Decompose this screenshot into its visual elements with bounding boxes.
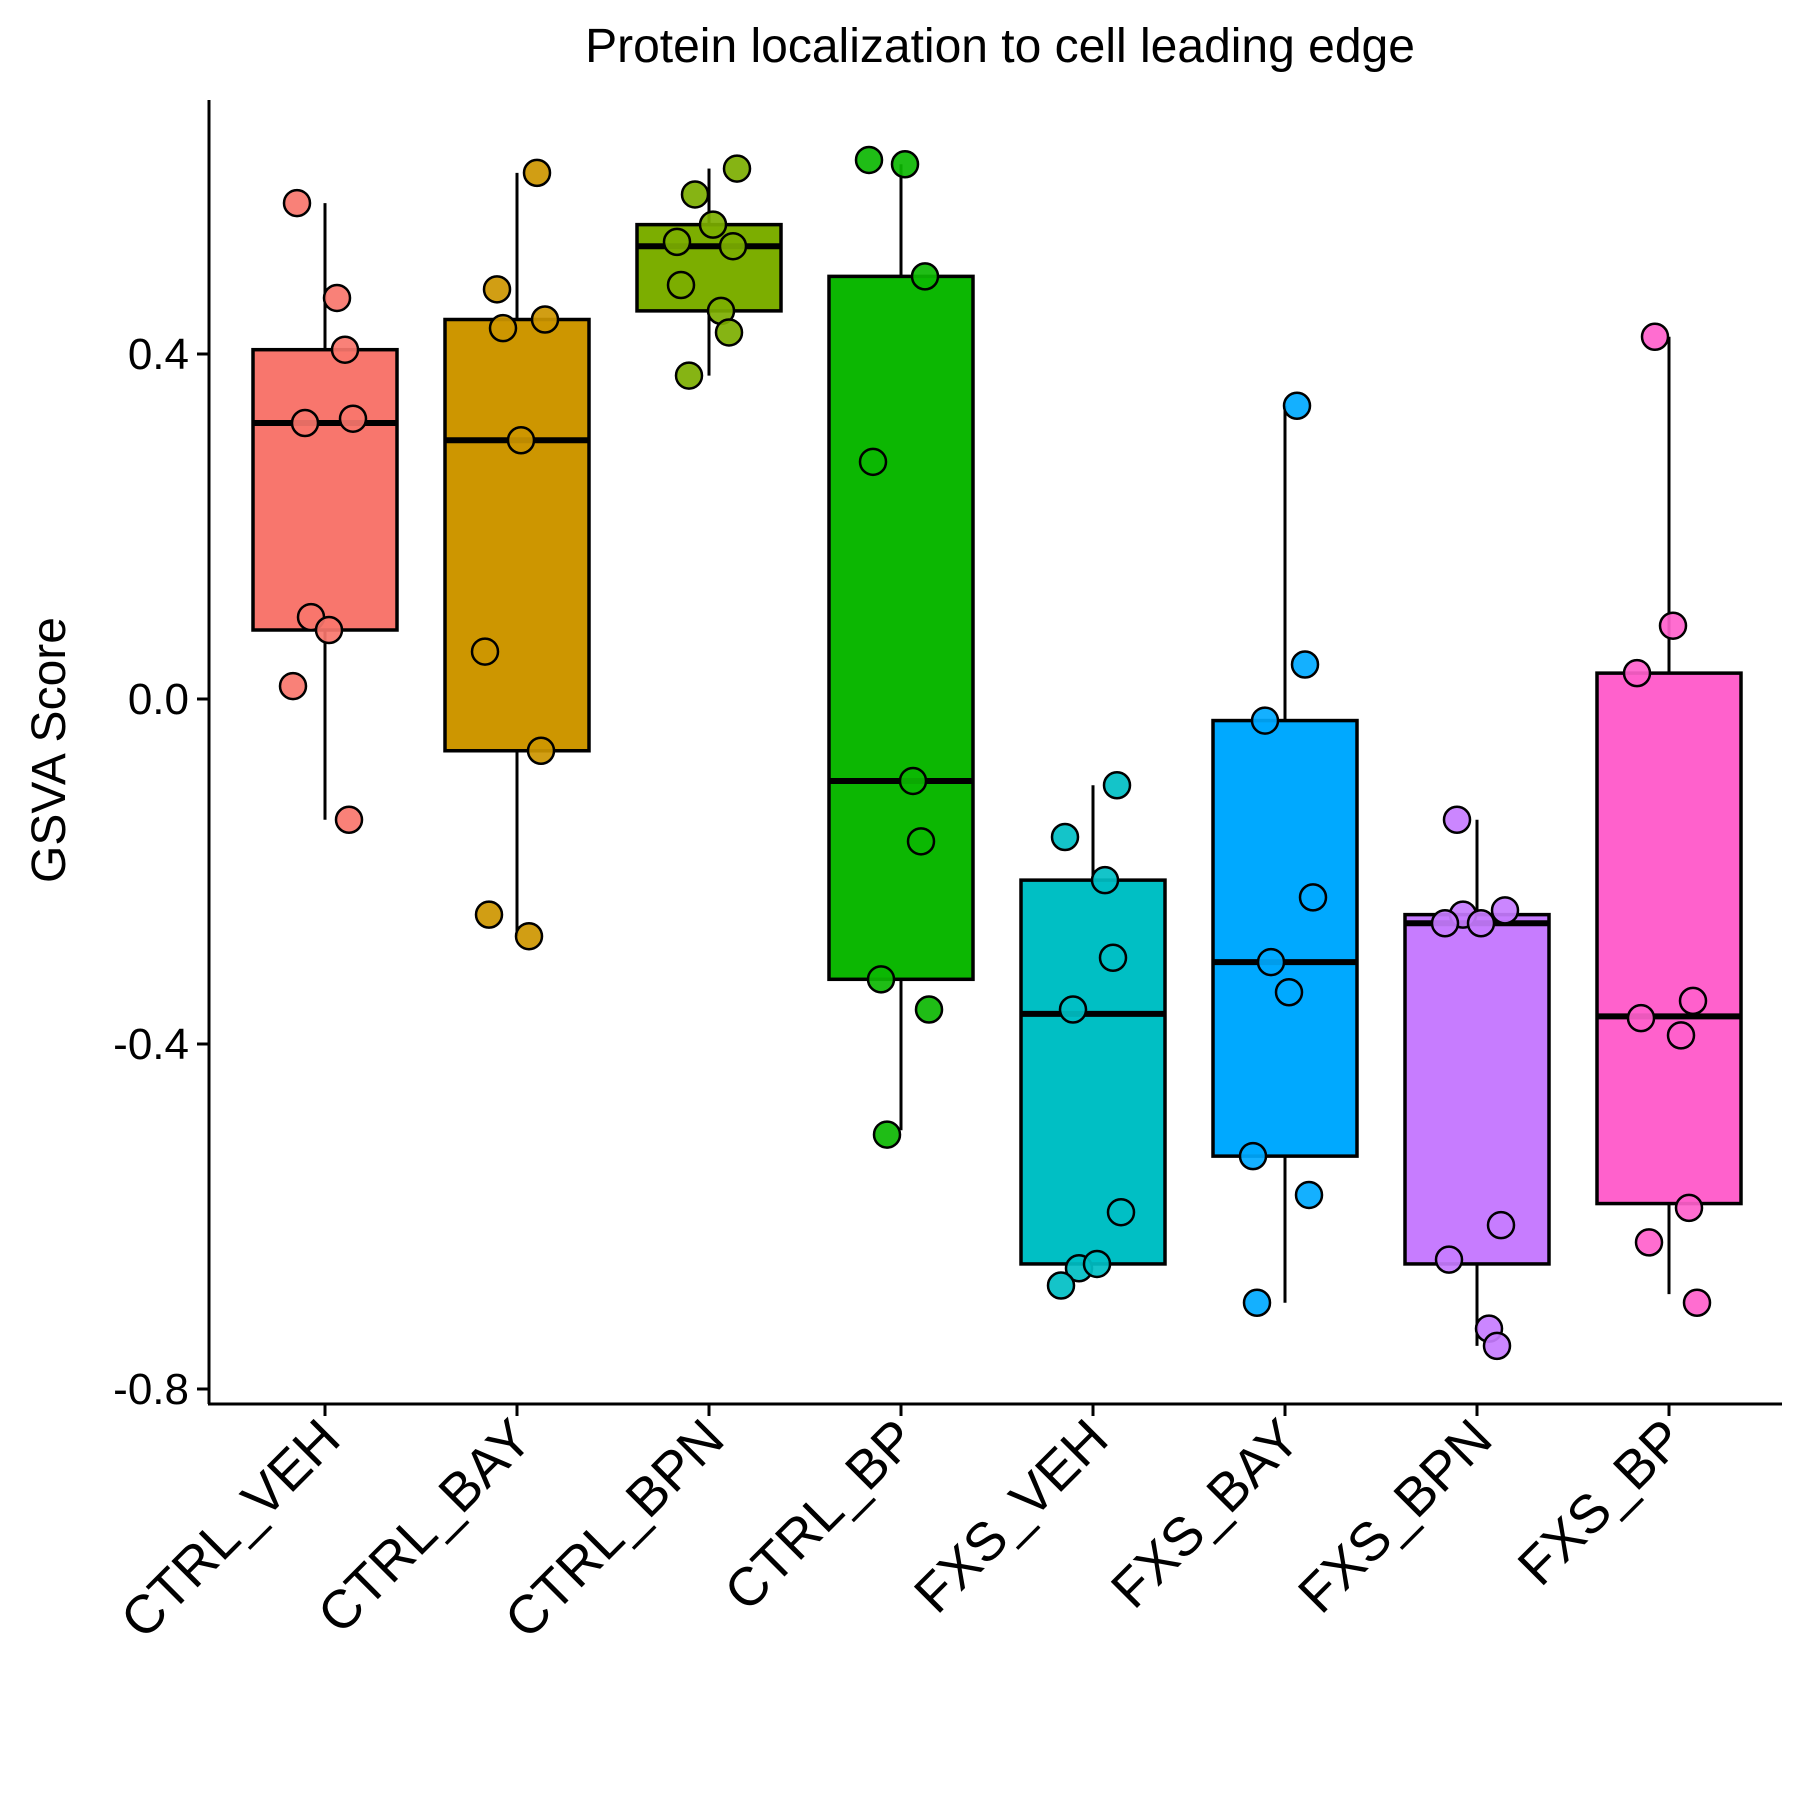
data-point — [698, 210, 728, 239]
data-point — [314, 615, 344, 645]
data-point — [1098, 943, 1128, 972]
data-point — [858, 447, 888, 477]
data-point — [714, 318, 744, 347]
data-point — [522, 158, 552, 188]
box — [1019, 878, 1167, 1266]
data-point — [322, 283, 352, 313]
data-point — [530, 305, 560, 334]
x-tick-label: FXS_BAY — [1100, 1408, 1312, 1620]
data-point — [1640, 322, 1670, 351]
data-point — [674, 361, 704, 390]
data-point — [854, 145, 884, 175]
data-point — [1298, 883, 1328, 912]
data-point — [1046, 1271, 1076, 1300]
x-tick-label: CTRL_BP — [713, 1408, 927, 1622]
y-tick-label: -0.8 — [113, 1365, 189, 1414]
box — [251, 347, 399, 632]
plot-area: -0.8-0.40.00.4CTRL_VEHCTRL_BAYCTRL_BPNCT… — [110, 145, 1743, 1650]
data-point — [1466, 909, 1496, 938]
data-point — [1274, 978, 1304, 1007]
box — [1403, 912, 1551, 1266]
data-point — [1678, 986, 1708, 1016]
data-point — [330, 335, 360, 364]
data-point — [488, 313, 518, 343]
data-point — [514, 921, 544, 951]
data-point — [1482, 1331, 1512, 1361]
chart-title: Protein localization to cell leading edg… — [585, 20, 1415, 73]
data-point — [278, 671, 308, 701]
data-point — [1490, 896, 1520, 925]
data-point — [482, 275, 512, 304]
data-point — [1256, 947, 1286, 977]
data-point — [1430, 909, 1460, 938]
data-point — [1666, 1021, 1696, 1050]
data-point — [1242, 1288, 1272, 1317]
data-point — [470, 637, 500, 666]
data-point — [1090, 865, 1120, 895]
data-point — [1106, 1197, 1136, 1227]
box — [635, 222, 783, 313]
box — [1595, 671, 1743, 1206]
data-point — [1238, 1141, 1268, 1171]
data-point — [1082, 1249, 1112, 1279]
data-point — [338, 404, 368, 433]
data-point — [898, 766, 928, 796]
data-point — [526, 736, 556, 765]
data-point — [1294, 1180, 1324, 1210]
box — [443, 317, 591, 753]
data-point — [872, 1120, 902, 1149]
data-point — [1282, 391, 1312, 420]
y-tick-label: -0.4 — [113, 1020, 189, 1069]
data-point — [1626, 1003, 1656, 1033]
data-point — [282, 188, 312, 218]
data-point — [1486, 1210, 1516, 1240]
data-point — [1434, 1245, 1464, 1274]
x-tick-label: CTRL_VEH — [110, 1408, 352, 1650]
data-point — [666, 270, 696, 300]
data-point — [1050, 822, 1080, 852]
data-point — [910, 262, 940, 291]
data-point — [1442, 805, 1472, 834]
x-tick-label: FXS_BPN — [1287, 1408, 1503, 1624]
data-point — [1250, 706, 1280, 735]
data-point — [290, 408, 320, 438]
x-tick-label: FXS_BP — [1507, 1408, 1696, 1597]
y-tick-label: 0.4 — [128, 330, 189, 379]
data-point — [1658, 611, 1688, 640]
box — [1211, 718, 1359, 1158]
data-point — [890, 150, 920, 179]
data-point — [1622, 658, 1652, 688]
data-point — [914, 995, 944, 1024]
data-point — [1634, 1228, 1664, 1257]
y-axis-title: GSVA Score — [23, 617, 76, 883]
data-point — [474, 900, 504, 929]
data-point — [906, 827, 936, 856]
data-point — [1682, 1288, 1712, 1317]
data-point — [506, 426, 536, 455]
data-point — [722, 154, 752, 183]
data-point — [680, 180, 710, 209]
y-tick-label: 0.0 — [128, 675, 189, 724]
data-point — [1290, 650, 1320, 679]
data-point — [662, 227, 692, 257]
data-point — [718, 231, 748, 261]
x-tick-label: FXS_VEH — [903, 1408, 1119, 1624]
data-point — [1674, 1193, 1704, 1223]
box — [827, 274, 975, 982]
data-point — [866, 965, 896, 994]
data-point — [1102, 771, 1132, 800]
data-point — [1058, 995, 1088, 1024]
data-point — [334, 805, 364, 834]
